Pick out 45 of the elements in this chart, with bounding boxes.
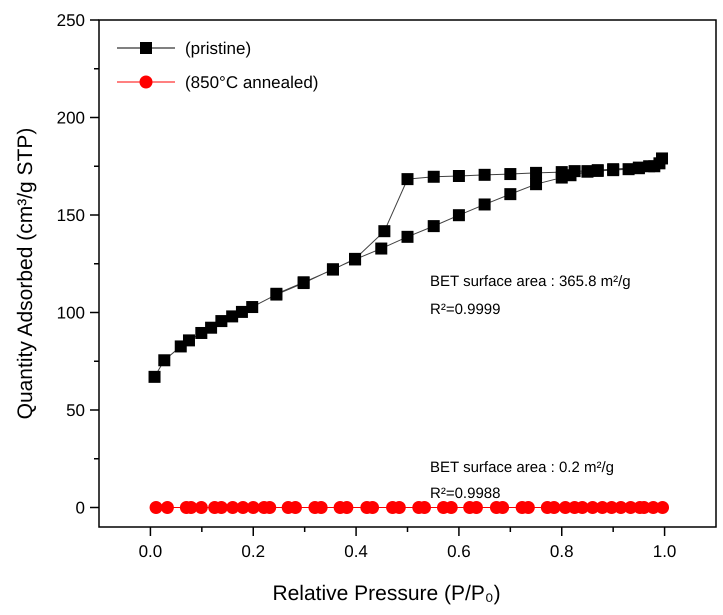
point (478, 198, 491, 210)
y-tick-label: 100 (56, 303, 85, 322)
point (504, 168, 516, 180)
point (452, 170, 465, 182)
point (428, 220, 440, 232)
annotation: R²=0.9999 (430, 301, 500, 318)
x-tick-label: 0.6 (447, 542, 471, 561)
point (205, 322, 218, 334)
point (530, 178, 542, 190)
x-axis-title: Relative Pressure (P/P₀) (272, 582, 501, 605)
point (375, 242, 388, 255)
point (150, 501, 163, 514)
x-tick-label: 1.0 (652, 542, 676, 561)
legend-label: (850°C annealed) (185, 72, 318, 92)
point (656, 501, 670, 514)
point (478, 168, 491, 181)
y-tick-label: 200 (56, 108, 85, 128)
y-tick-label: 50 (66, 400, 85, 420)
x-tick-label: 0.4 (344, 542, 368, 561)
annotation: BET surface area : 365.8 m²/g (430, 273, 631, 290)
point (215, 315, 228, 328)
legend-label: (pristine) (185, 38, 252, 58)
point (158, 354, 170, 366)
x-tick-label: 0.8 (550, 542, 574, 561)
annotation: BET surface area : 0.2 m²/g (430, 459, 614, 476)
y-tick-label: 150 (56, 206, 85, 225)
point (182, 334, 195, 346)
point (148, 370, 161, 383)
point (246, 301, 258, 314)
point (402, 230, 414, 243)
point (378, 225, 390, 238)
y-tick-label: 250 (56, 10, 85, 30)
point (504, 188, 516, 200)
y-tick-label: 0 (76, 498, 85, 518)
point (530, 166, 542, 179)
x-tick-label: 0.2 (241, 542, 266, 561)
point (246, 501, 260, 514)
x-tick-label: 0.0 (138, 542, 162, 561)
annotation: R²=0.9988 (430, 485, 500, 502)
y-axis-title: Quantity Adsorbed (cm³/g STP) (14, 128, 37, 420)
point (194, 501, 208, 514)
point (402, 173, 414, 186)
point (452, 209, 465, 222)
point (160, 501, 174, 514)
point (428, 170, 440, 183)
